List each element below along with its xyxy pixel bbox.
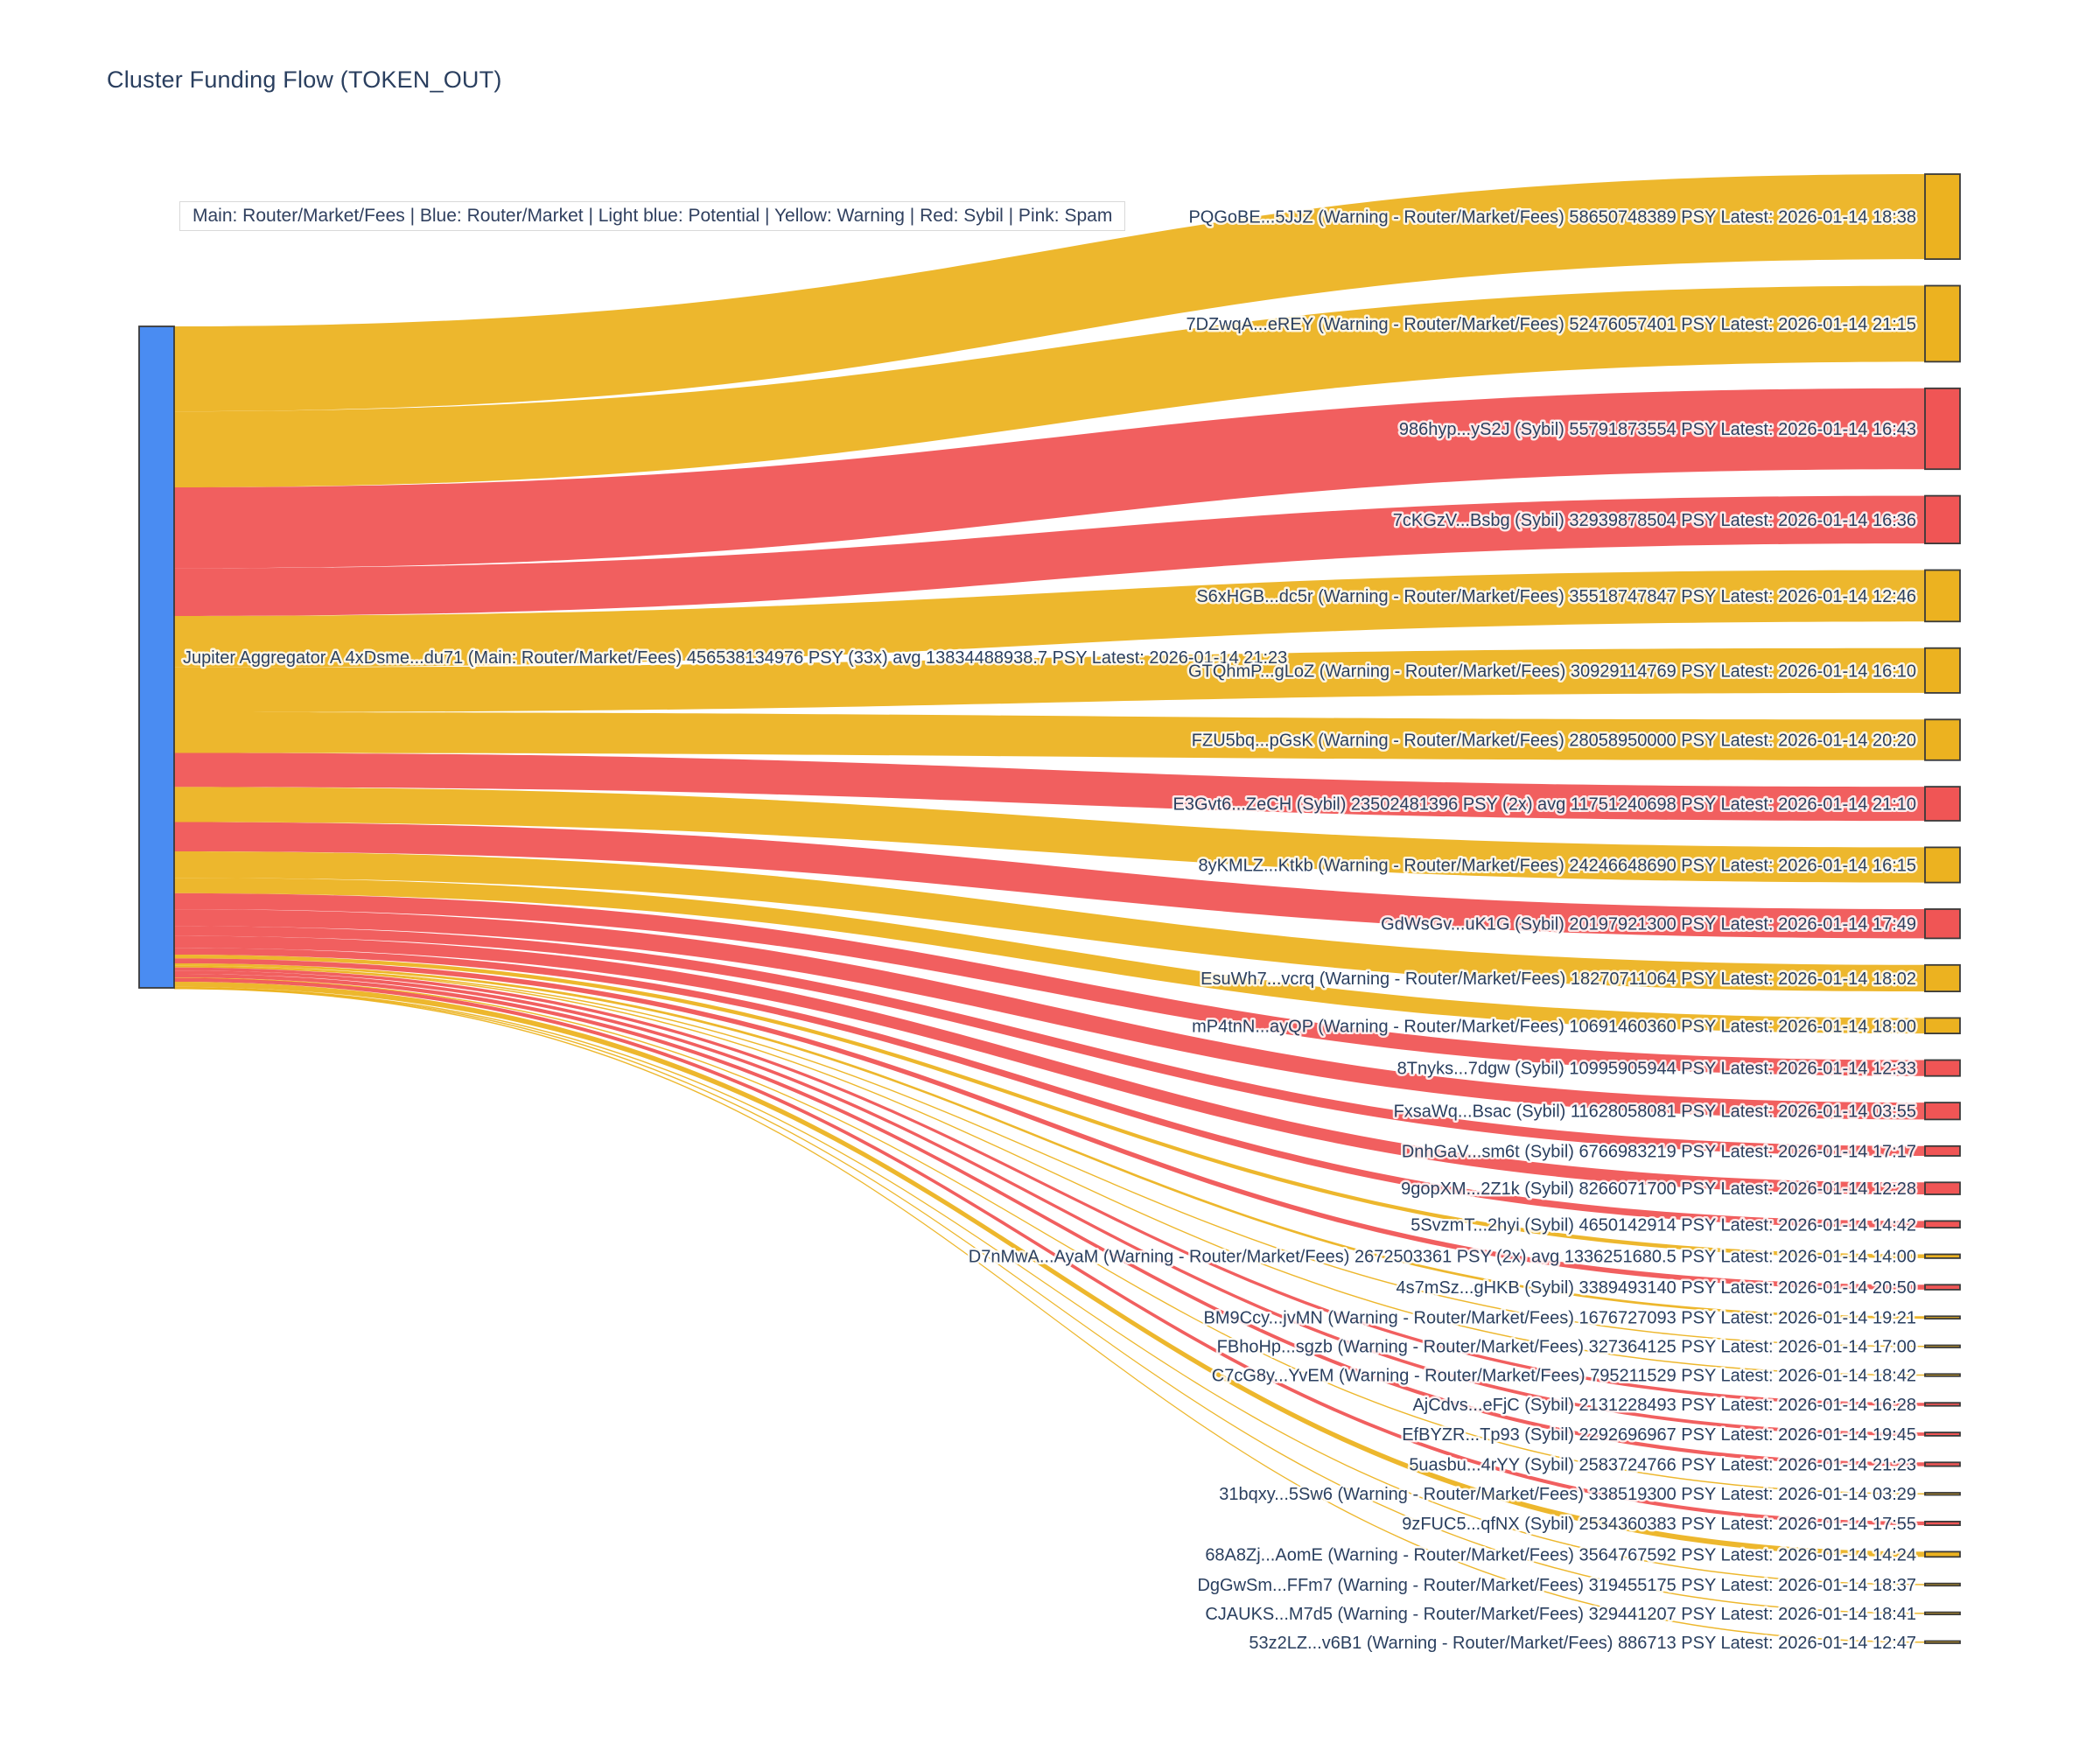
sankey-node[interactable] <box>1924 1059 1961 1077</box>
sankey-node[interactable] <box>1924 1017 1961 1035</box>
target-node-label: FxsaWq...Bsac (Sybil) 11628058081 PSY La… <box>1394 1102 1916 1122</box>
target-node-label: FZU5bq...pGsK (Warning - Router/Market/F… <box>1192 732 1916 751</box>
target-node-label: GTQhmP...gLoZ (Warning - Router/Market/F… <box>1188 662 1916 681</box>
sankey-node[interactable] <box>1924 1611 1961 1615</box>
target-node-label: PQGoBE...5JJZ (Warning - Router/Market/F… <box>1188 208 1916 228</box>
sankey-node[interactable] <box>1924 1284 1961 1291</box>
sankey-link[interactable] <box>174 878 1925 1034</box>
target-node-label: FBhoHp...sgzb (Warning - Router/Market/F… <box>1217 1338 1916 1357</box>
sankey-link[interactable] <box>174 822 1925 939</box>
target-node-label: BM9Ccy...jvMN (Warning - Router/Market/F… <box>1204 1309 1916 1328</box>
sankey-node[interactable] <box>1924 647 1961 694</box>
sankey-link[interactable] <box>174 388 1925 569</box>
sankey-node[interactable] <box>1924 1253 1961 1259</box>
target-node-label: 7cKGzV...Bsbg (Sybil) 32939878504 PSY La… <box>1393 511 1916 530</box>
target-node-label: 9zFUC5...qfNX (Sybil) 2534360383 PSY Lat… <box>1402 1515 1916 1534</box>
sankey-node[interactable] <box>1924 1461 1961 1467</box>
sankey-node[interactable] <box>1924 387 1961 471</box>
sankey-node[interactable] <box>1924 1492 1961 1496</box>
target-node-label: 5uasbu...4rYY (Sybil) 2583724766 PSY Lat… <box>1409 1456 1916 1475</box>
target-node-label: 31bqxy...5Sw6 (Warning - Router/Market/F… <box>1219 1485 1916 1504</box>
target-node-label: 53z2LZ...v6B1 (Warning - Router/Market/F… <box>1249 1634 1916 1653</box>
sankey-link[interactable] <box>174 974 1925 1466</box>
sankey-link[interactable] <box>174 977 1925 1494</box>
sankey-link[interactable] <box>174 986 1925 1586</box>
sankey-node[interactable] <box>1924 718 1961 761</box>
sankey-node[interactable] <box>1924 284 1961 363</box>
sankey-link[interactable] <box>174 955 1925 1258</box>
sankey-link[interactable] <box>174 958 1925 1290</box>
sankey-node[interactable] <box>1924 908 1961 940</box>
target-node-label: 8Tnyks...7dgw (Sybil) 10995905944 PSY La… <box>1397 1060 1916 1079</box>
sankey-link[interactable] <box>174 712 1925 760</box>
sankey-link[interactable] <box>174 988 1925 1643</box>
target-node-label: 8yKMLZ...Ktkb (Warning - Router/Market/F… <box>1199 857 1916 876</box>
sankey-node[interactable] <box>1924 1181 1961 1195</box>
sankey-node[interactable] <box>1924 1344 1961 1348</box>
legend-bar: Main: Router/Market/Fees | Blue: Router/… <box>179 201 1126 231</box>
target-node-label: EsuWh7...vcrq (Warning - Router/Market/F… <box>1200 970 1916 989</box>
target-node-label: 986hyp...yS2J (Sybil) 55791873554 PSY La… <box>1399 420 1916 439</box>
target-node-label: 7DZwqA...eREY (Warning - Router/Market/F… <box>1186 315 1916 334</box>
sankey-node[interactable] <box>1924 963 1961 993</box>
target-node-label: DnhGaV...sm6t (Sybil) 6766983219 PSY Lat… <box>1402 1142 1916 1161</box>
target-node-label: S6xHGB...dc5r (Warning - Router/Market/F… <box>1196 587 1916 606</box>
sankey-link[interactable] <box>174 909 1925 1120</box>
sankey-link[interactable] <box>174 787 1925 883</box>
sankey-node[interactable] <box>1924 1550 1961 1558</box>
target-node-label: E3Gvt6...ZeCH (Sybil) 23502481396 PSY (2… <box>1173 795 1916 815</box>
sankey-node[interactable] <box>1924 1102 1961 1121</box>
sankey-link[interactable] <box>174 977 1925 1526</box>
sankey-node[interactable] <box>1924 1315 1961 1320</box>
sankey-link[interactable] <box>174 965 1925 1348</box>
target-node-label: AjCdvs...eFjC (Sybil) 2131228493 PSY Lat… <box>1412 1396 1916 1415</box>
sankey-link[interactable] <box>174 963 1925 1320</box>
sankey-node[interactable] <box>1924 846 1961 884</box>
target-node-label: C7cG8y...YvEM (Warning - Router/Market/F… <box>1212 1367 1916 1386</box>
sankey-link[interactable] <box>174 982 1925 1558</box>
sankey-node[interactable] <box>1924 173 1961 260</box>
sankey-link[interactable] <box>174 892 1925 1076</box>
sankey-node[interactable] <box>1924 1402 1961 1407</box>
source-node-label: Jupiter Aggregator A 4xDsme...du71 (Main… <box>183 648 1287 668</box>
sankey-link[interactable] <box>174 935 1925 1194</box>
target-node-label: D7nMwA...AyaM (Warning - Router/Market/F… <box>969 1248 1916 1267</box>
sankey-link[interactable] <box>174 495 1925 616</box>
sankey-link[interactable] <box>174 752 1925 822</box>
sankey-node[interactable] <box>1924 1521 1961 1527</box>
sankey-node[interactable] <box>1924 1640 1961 1644</box>
sankey-node[interactable] <box>1924 1432 1961 1437</box>
sankey-node[interactable] <box>1924 1582 1961 1587</box>
target-node-label: 9gopXM...2Z1k (Sybil) 8266071700 PSY Lat… <box>1401 1180 1916 1199</box>
target-node-label: GdWsGv...uK1G (Sybil) 20197921300 PSY La… <box>1381 915 1916 934</box>
sankey-node[interactable] <box>1924 1220 1961 1229</box>
target-node-label: CJAUKS...M7d5 (Warning - Router/Market/F… <box>1205 1605 1916 1624</box>
sankey-node-source[interactable] <box>138 326 175 989</box>
target-node-label: 5SvzmT...2hyi (Sybil) 4650142914 PSY Lat… <box>1410 1215 1916 1235</box>
sankey-link[interactable] <box>174 987 1925 1614</box>
sankey-node[interactable] <box>1924 786 1961 822</box>
sankey-link[interactable] <box>174 926 1925 1156</box>
target-node-label: DgGwSm...FFm7 (Warning - Router/Market/F… <box>1197 1576 1916 1595</box>
sankey-node[interactable] <box>1924 1144 1961 1157</box>
sankey-node[interactable] <box>1924 494 1961 544</box>
sankey-node[interactable] <box>1924 569 1961 623</box>
sankey-link[interactable] <box>174 570 1925 668</box>
sankey-link[interactable] <box>174 966 1925 1376</box>
sankey-link[interactable] <box>174 285 1925 488</box>
sankey-link[interactable] <box>174 851 1925 992</box>
target-node-label: EfBYZR...Tp93 (Sybil) 2292696967 PSY Lat… <box>1402 1425 1916 1445</box>
target-node-label: 68A8Zj...AomE (Warning - Router/Market/F… <box>1205 1545 1916 1564</box>
sankey-link[interactable] <box>174 648 1925 712</box>
sankey-link[interactable] <box>174 948 1925 1228</box>
target-node-label: 4s7mSz...gHKB (Sybil) 3389493140 PSY Lat… <box>1396 1278 1916 1298</box>
target-node-label: mP4tnN...ayQP (Warning - Router/Market/F… <box>1192 1017 1916 1036</box>
chart-title: Cluster Funding Flow (TOKEN_OUT) <box>107 66 502 93</box>
sankey-link[interactable] <box>174 967 1925 1406</box>
sankey-link[interactable] <box>174 174 1925 412</box>
sankey-link[interactable] <box>174 970 1925 1436</box>
sankey-node[interactable] <box>1924 1373 1961 1377</box>
